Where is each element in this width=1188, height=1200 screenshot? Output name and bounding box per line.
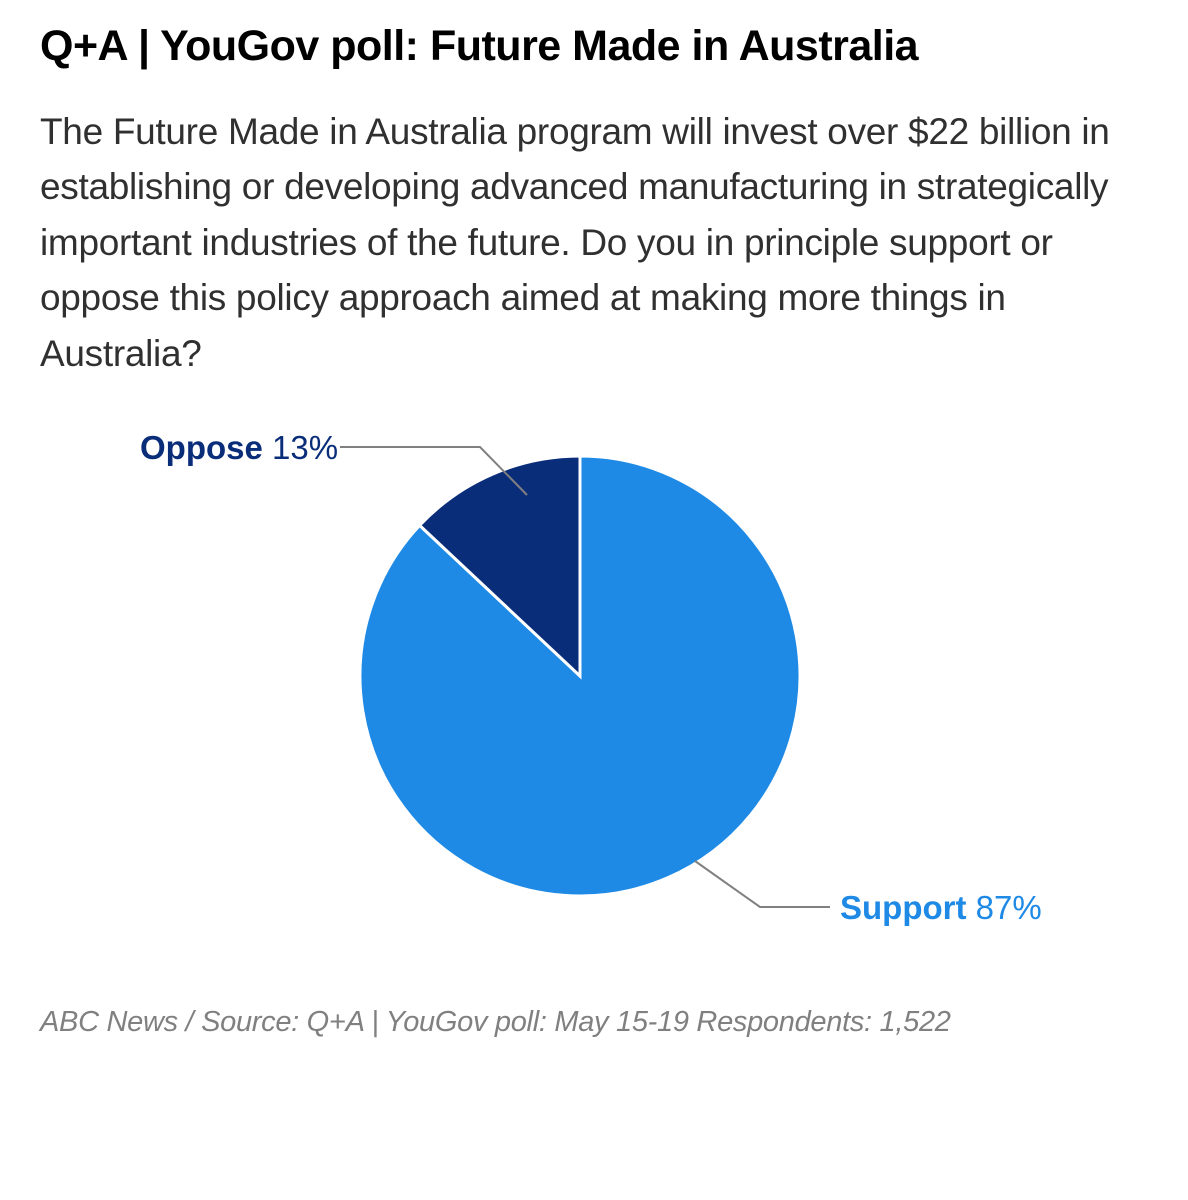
leader-line-support bbox=[695, 861, 830, 907]
slice-label-support: Support 87% bbox=[840, 889, 1042, 927]
chart-title: Q+A | YouGov poll: Future Made in Austra… bbox=[40, 20, 1148, 74]
chart-source: ABC News / Source: Q+A | YouGov poll: Ma… bbox=[40, 1006, 1148, 1039]
slice-label-name-support: Support bbox=[840, 889, 976, 926]
slice-label-value-support: 87% bbox=[976, 889, 1042, 926]
pie-chart: Support 87% Oppose 13% bbox=[40, 421, 1148, 981]
slice-label-name-oppose: Oppose bbox=[140, 429, 272, 466]
chart-description: The Future Made in Australia program wil… bbox=[40, 104, 1148, 382]
chart-container: Q+A | YouGov poll: Future Made in Austra… bbox=[0, 0, 1188, 1200]
slice-label-value-oppose: 13% bbox=[272, 429, 338, 466]
slice-label-oppose: Oppose 13% bbox=[140, 429, 338, 467]
